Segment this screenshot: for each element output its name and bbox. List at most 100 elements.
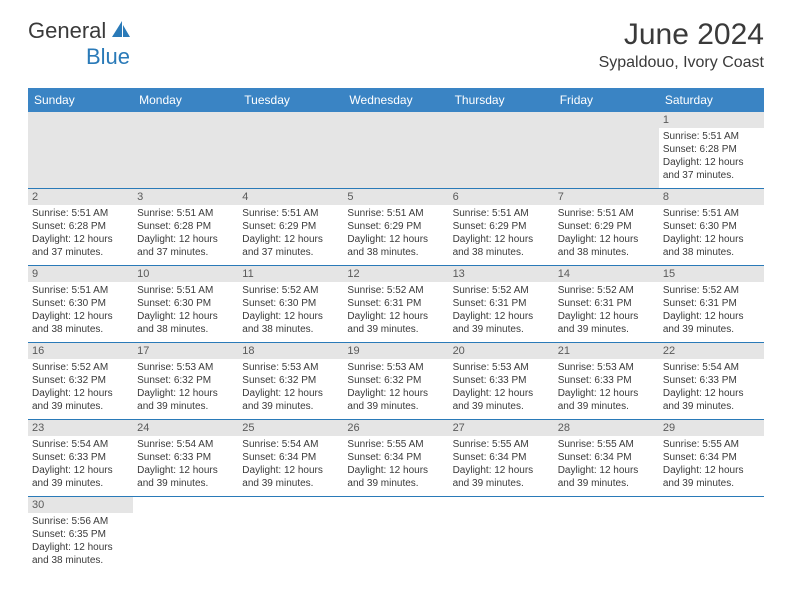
day-number: 3 xyxy=(133,189,238,205)
day-info: Sunrise: 5:54 AMSunset: 6:34 PMDaylight:… xyxy=(242,438,339,490)
calendar-cell: 7 Sunrise: 5:51 AMSunset: 6:29 PMDaylight… xyxy=(554,189,659,266)
calendar-cell xyxy=(449,112,554,189)
calendar-cell xyxy=(28,112,133,189)
logo-text-blue: Blue xyxy=(86,44,130,69)
weekday-header: Saturday xyxy=(659,88,764,112)
calendar-week: 9 Sunrise: 5:51 AMSunset: 6:30 PMDaylight… xyxy=(28,266,764,343)
calendar-cell: 14 Sunrise: 5:52 AMSunset: 6:31 PMDayligh… xyxy=(554,266,659,343)
day-number: 30 xyxy=(28,497,133,513)
calendar-week: 16Sunrise: 5:52 AMSunset: 6:32 PMDayligh… xyxy=(28,343,764,420)
day-info: Sunrise: 5:54 AMSunset: 6:33 PMDaylight:… xyxy=(32,438,129,490)
calendar-cell: 16Sunrise: 5:52 AMSunset: 6:32 PMDayligh… xyxy=(28,343,133,420)
day-number: 4 xyxy=(238,189,343,205)
day-number: 18 xyxy=(238,343,343,359)
day-info: Sunrise: 5:51 AMSunset: 6:28 PMDaylight:… xyxy=(32,207,129,259)
day-info: Sunrise: 5:51 AMSunset: 6:29 PMDaylight:… xyxy=(558,207,655,259)
calendar-cell xyxy=(238,497,343,574)
day-info: Sunrise: 5:51 AMSunset: 6:28 PMDaylight:… xyxy=(137,207,234,259)
calendar-body: 1Sunrise: 5:51 AMSunset: 6:28 PMDaylight… xyxy=(28,112,764,573)
day-info: Sunrise: 5:51 AMSunset: 6:30 PMDaylight:… xyxy=(32,284,129,336)
day-number: 14 xyxy=(554,266,659,282)
calendar-cell xyxy=(554,497,659,574)
day-info: Sunrise: 5:55 AMSunset: 6:34 PMDaylight:… xyxy=(453,438,550,490)
day-number: 26 xyxy=(343,420,448,436)
calendar-cell: 2 Sunrise: 5:51 AMSunset: 6:28 PMDaylight… xyxy=(28,189,133,266)
calendar-cell: 9 Sunrise: 5:51 AMSunset: 6:30 PMDaylight… xyxy=(28,266,133,343)
calendar-cell xyxy=(449,497,554,574)
weekday-header: Friday xyxy=(554,88,659,112)
day-info: Sunrise: 5:52 AMSunset: 6:31 PMDaylight:… xyxy=(453,284,550,336)
calendar-cell: 22 Sunrise: 5:54 AMSunset: 6:33 PMDayligh… xyxy=(659,343,764,420)
calendar-cell: 18 Sunrise: 5:53 AMSunset: 6:32 PMDayligh… xyxy=(238,343,343,420)
day-number: 8 xyxy=(659,189,764,205)
calendar-cell: 26 Sunrise: 5:55 AMSunset: 6:34 PMDayligh… xyxy=(343,420,448,497)
weekday-header: Sunday xyxy=(28,88,133,112)
calendar-week: 30 Sunrise: 5:56 AMSunset: 6:35 PMDayligh… xyxy=(28,497,764,574)
calendar-cell xyxy=(554,112,659,189)
calendar-cell: 21 Sunrise: 5:53 AMSunset: 6:33 PMDayligh… xyxy=(554,343,659,420)
logo-sail-icon xyxy=(110,19,132,44)
day-number: 12 xyxy=(343,266,448,282)
day-number: 21 xyxy=(554,343,659,359)
day-number: 25 xyxy=(238,420,343,436)
day-number: 6 xyxy=(449,189,554,205)
day-number: 13 xyxy=(449,266,554,282)
calendar-cell: 11 Sunrise: 5:52 AMSunset: 6:30 PMDayligh… xyxy=(238,266,343,343)
calendar-week: 23Sunrise: 5:54 AMSunset: 6:33 PMDayligh… xyxy=(28,420,764,497)
day-info: Sunrise: 5:52 AMSunset: 6:31 PMDaylight:… xyxy=(663,284,760,336)
day-info: Sunrise: 5:55 AMSunset: 6:34 PMDaylight:… xyxy=(347,438,444,490)
logo-text-general: General xyxy=(28,18,106,44)
day-info: Sunrise: 5:56 AMSunset: 6:35 PMDaylight:… xyxy=(32,515,129,567)
calendar-cell: 27 Sunrise: 5:55 AMSunset: 6:34 PMDayligh… xyxy=(449,420,554,497)
day-info: Sunrise: 5:51 AMSunset: 6:29 PMDaylight:… xyxy=(242,207,339,259)
day-info: Sunrise: 5:53 AMSunset: 6:33 PMDaylight:… xyxy=(453,361,550,413)
logo-blue-row: Blue xyxy=(28,44,130,70)
calendar-cell: 4 Sunrise: 5:51 AMSunset: 6:29 PMDaylight… xyxy=(238,189,343,266)
logo: General xyxy=(28,18,134,44)
day-number: 7 xyxy=(554,189,659,205)
day-info: Sunrise: 5:53 AMSunset: 6:32 PMDaylight:… xyxy=(347,361,444,413)
day-info: Sunrise: 5:52 AMSunset: 6:30 PMDaylight:… xyxy=(242,284,339,336)
calendar-cell xyxy=(133,112,238,189)
day-number: 24 xyxy=(133,420,238,436)
day-info: Sunrise: 5:51 AMSunset: 6:30 PMDaylight:… xyxy=(663,207,760,259)
day-number: 22 xyxy=(659,343,764,359)
calendar-cell xyxy=(238,112,343,189)
day-number: 5 xyxy=(343,189,448,205)
calendar-week: 1Sunrise: 5:51 AMSunset: 6:28 PMDaylight… xyxy=(28,112,764,189)
day-info: Sunrise: 5:53 AMSunset: 6:32 PMDaylight:… xyxy=(242,361,339,413)
calendar-cell: 30 Sunrise: 5:56 AMSunset: 6:35 PMDayligh… xyxy=(28,497,133,574)
day-info: Sunrise: 5:52 AMSunset: 6:31 PMDaylight:… xyxy=(558,284,655,336)
calendar-cell: 6 Sunrise: 5:51 AMSunset: 6:29 PMDaylight… xyxy=(449,189,554,266)
calendar-cell: 24Sunrise: 5:54 AMSunset: 6:33 PMDayligh… xyxy=(133,420,238,497)
day-number: 27 xyxy=(449,420,554,436)
day-number: 15 xyxy=(659,266,764,282)
day-number: 10 xyxy=(133,266,238,282)
day-number: 19 xyxy=(343,343,448,359)
day-info: Sunrise: 5:52 AMSunset: 6:31 PMDaylight:… xyxy=(347,284,444,336)
calendar-table: SundayMondayTuesdayWednesdayThursdayFrid… xyxy=(28,88,764,573)
calendar-cell: 5 Sunrise: 5:51 AMSunset: 6:29 PMDaylight… xyxy=(343,189,448,266)
day-number: 2 xyxy=(28,189,133,205)
calendar-cell: 10Sunrise: 5:51 AMSunset: 6:30 PMDayligh… xyxy=(133,266,238,343)
day-number: 9 xyxy=(28,266,133,282)
day-info: Sunrise: 5:51 AMSunset: 6:29 PMDaylight:… xyxy=(453,207,550,259)
day-info: Sunrise: 5:51 AMSunset: 6:29 PMDaylight:… xyxy=(347,207,444,259)
weekday-header: Thursday xyxy=(449,88,554,112)
calendar-cell: 1Sunrise: 5:51 AMSunset: 6:28 PMDaylight… xyxy=(659,112,764,189)
weekday-header: Wednesday xyxy=(343,88,448,112)
day-number: 11 xyxy=(238,266,343,282)
calendar-cell: 8 Sunrise: 5:51 AMSunset: 6:30 PMDaylight… xyxy=(659,189,764,266)
day-number: 29 xyxy=(659,420,764,436)
title-block: June 2024 Sypaldouo, Ivory Coast xyxy=(599,18,764,72)
day-info: Sunrise: 5:54 AMSunset: 6:33 PMDaylight:… xyxy=(663,361,760,413)
calendar-cell xyxy=(343,497,448,574)
day-info: Sunrise: 5:53 AMSunset: 6:33 PMDaylight:… xyxy=(558,361,655,413)
day-number: 28 xyxy=(554,420,659,436)
day-info: Sunrise: 5:51 AMSunset: 6:28 PMDaylight:… xyxy=(663,130,760,182)
location: Sypaldouo, Ivory Coast xyxy=(599,54,764,72)
calendar-cell xyxy=(133,497,238,574)
calendar-cell: 29Sunrise: 5:55 AMSunset: 6:34 PMDayligh… xyxy=(659,420,764,497)
calendar-cell: 28Sunrise: 5:55 AMSunset: 6:34 PMDayligh… xyxy=(554,420,659,497)
day-info: Sunrise: 5:52 AMSunset: 6:32 PMDaylight:… xyxy=(32,361,129,413)
